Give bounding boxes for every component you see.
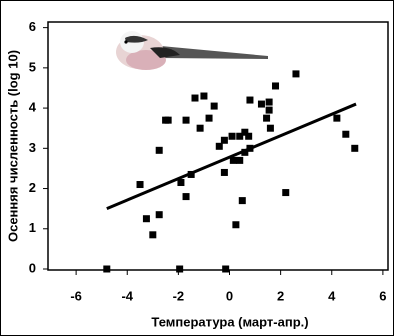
- point: [220, 168, 228, 176]
- point: [182, 116, 190, 124]
- x-tick-label: 4: [328, 288, 336, 303]
- point: [263, 114, 271, 122]
- point: [142, 215, 150, 223]
- point: [238, 197, 246, 205]
- point: [246, 96, 254, 104]
- x-tick-label: -2: [173, 288, 185, 303]
- point: [265, 98, 273, 106]
- point: [229, 156, 237, 164]
- y-tick-label: 5: [29, 59, 36, 74]
- point: [149, 231, 157, 239]
- y-tick-label: 1: [29, 220, 36, 235]
- point: [228, 132, 236, 140]
- point: [182, 193, 190, 201]
- y-tick-label: 2: [29, 180, 36, 195]
- x-tick-label: 2: [277, 288, 284, 303]
- point: [282, 189, 290, 197]
- y-tick-label: 6: [29, 19, 36, 34]
- y-tick-label: 4: [29, 100, 37, 115]
- point: [191, 94, 199, 102]
- point: [236, 132, 244, 140]
- point: [215, 142, 223, 150]
- point: [155, 146, 163, 154]
- point: [333, 114, 341, 122]
- point: [351, 144, 359, 152]
- point: [265, 106, 273, 114]
- point: [210, 102, 218, 110]
- point: [272, 82, 280, 90]
- y-tick-label: 3: [29, 140, 36, 155]
- point: [257, 100, 265, 108]
- point: [196, 124, 204, 132]
- bird-illustration: [116, 31, 268, 70]
- x-tick-label: 0: [226, 288, 233, 303]
- point: [292, 70, 300, 78]
- regression-line: [106, 102, 357, 211]
- point: [222, 265, 230, 273]
- point: [220, 136, 228, 144]
- point: [164, 116, 172, 124]
- point: [177, 179, 185, 187]
- point: [205, 114, 213, 122]
- point: [232, 221, 240, 229]
- point: [136, 181, 144, 189]
- point: [103, 265, 111, 273]
- x-tick-label: -6: [70, 288, 82, 303]
- point: [266, 124, 274, 132]
- x-tick-label: 6: [379, 288, 386, 303]
- point: [236, 156, 244, 164]
- x-axis-label: Температура (март-апр.): [151, 314, 308, 329]
- point: [176, 265, 184, 273]
- point: [241, 128, 249, 136]
- plot-frame: [47, 21, 389, 271]
- point: [245, 132, 253, 140]
- y-tick-label: 0: [29, 260, 36, 275]
- point: [342, 130, 350, 138]
- point: [200, 92, 208, 100]
- y-axis-label: Осенняя численность (log 10): [5, 50, 20, 242]
- x-tick-label: -4: [121, 288, 133, 303]
- point: [155, 211, 163, 219]
